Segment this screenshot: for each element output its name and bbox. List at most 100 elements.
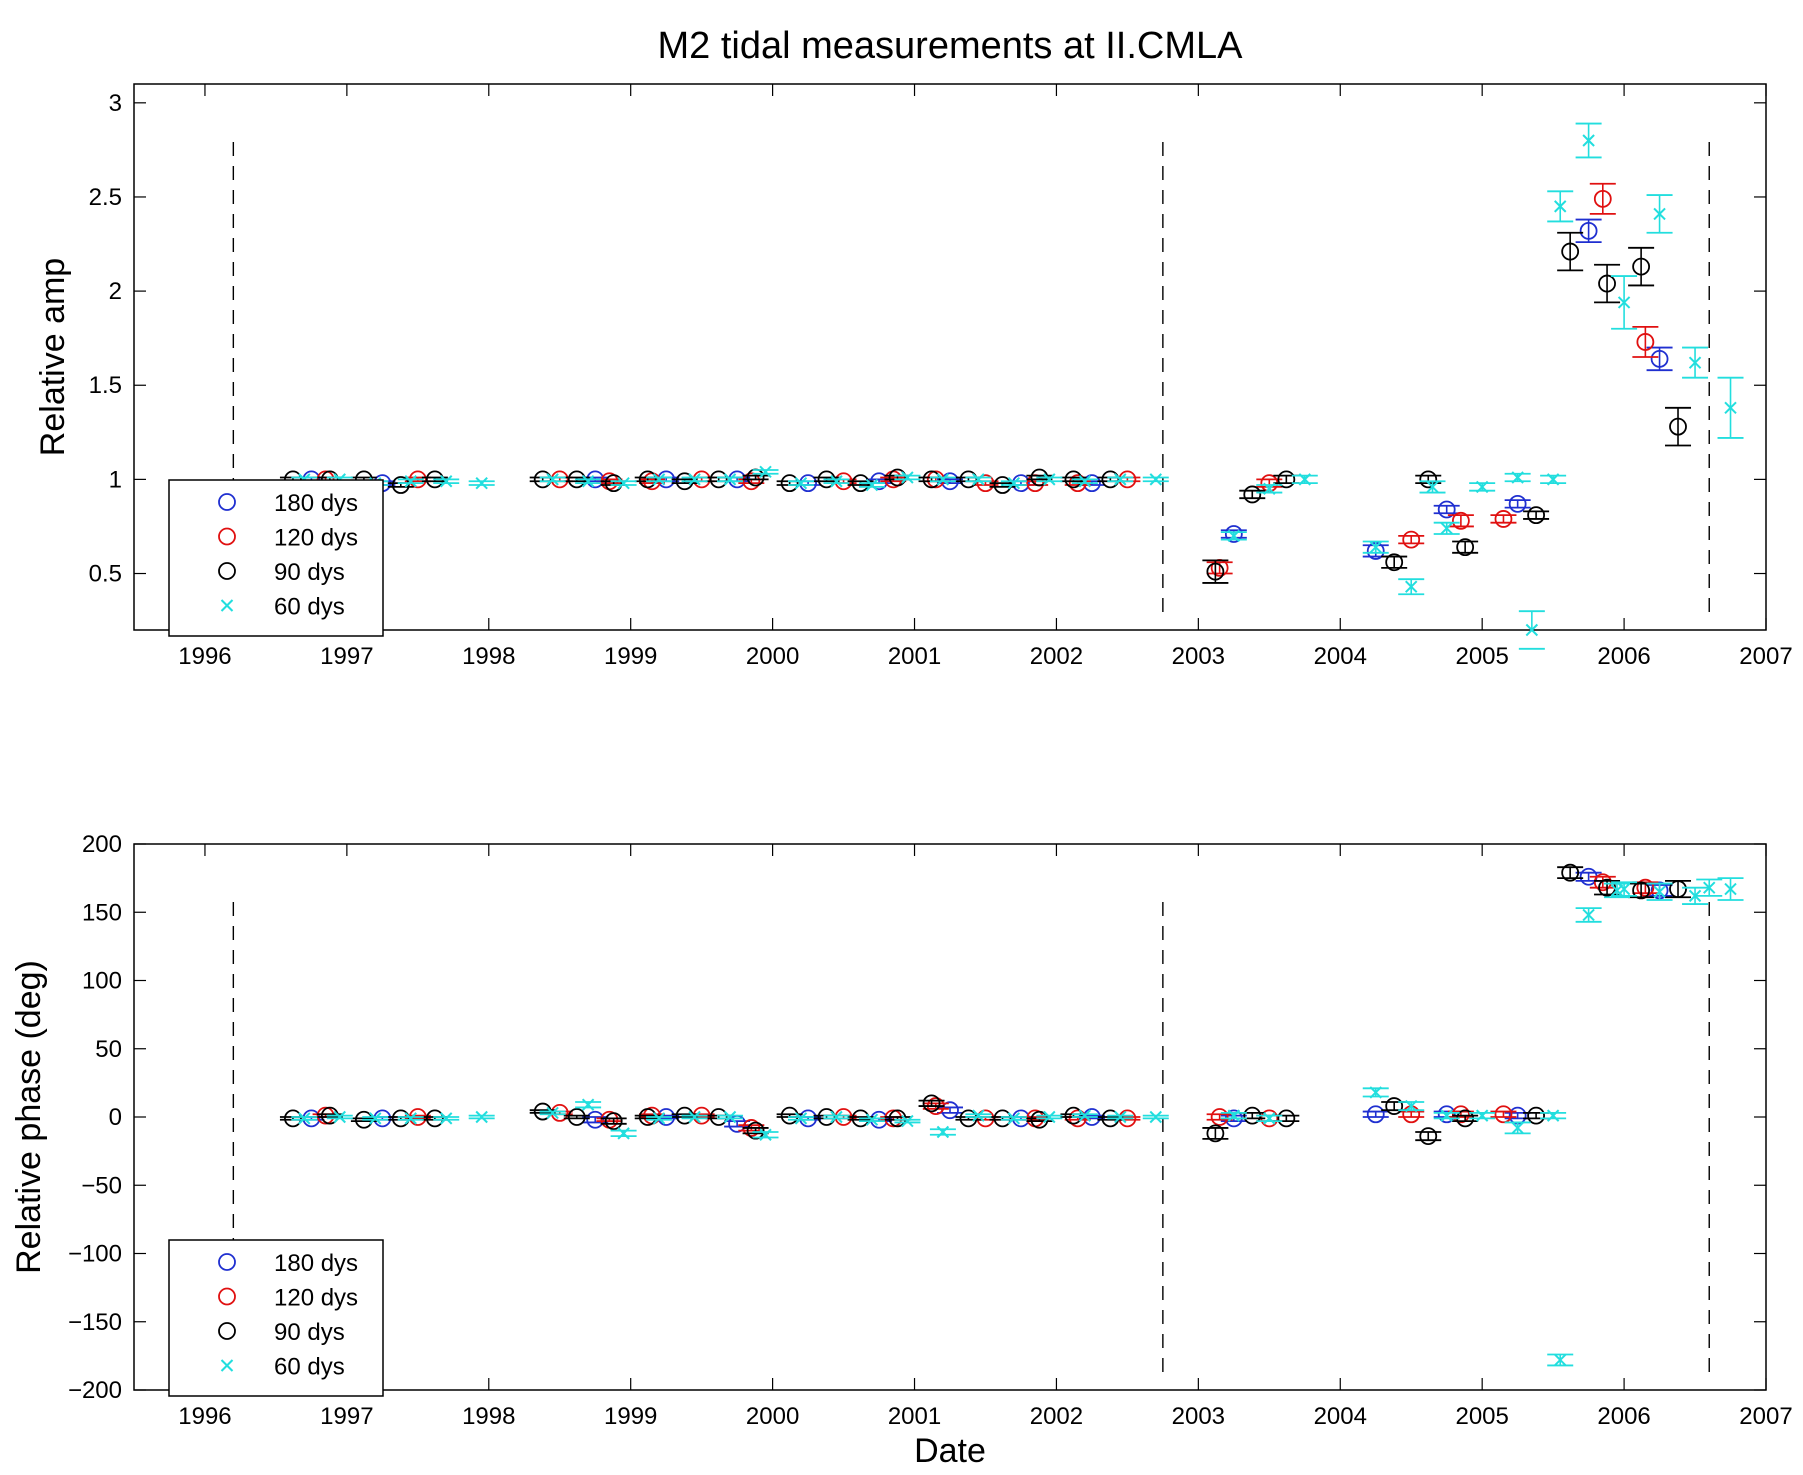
marker-x: [1114, 473, 1127, 486]
data-point: [1646, 346, 1673, 372]
data-point: [1632, 325, 1659, 358]
x-tick-label: 2006: [1597, 643, 1650, 670]
data-point: [1469, 480, 1496, 494]
marker-x: [972, 1109, 985, 1122]
data-point: [362, 1112, 389, 1125]
data-point: [681, 1110, 708, 1124]
marker-x: [1043, 473, 1056, 486]
marker-circle: [391, 476, 410, 494]
marker-x: [1078, 475, 1092, 488]
data-point: [1256, 482, 1283, 496]
chart-title: M2 tidal measurements at II.CMLA: [658, 25, 1244, 67]
data-point: [539, 1106, 566, 1120]
marker-circle: [1437, 1105, 1456, 1124]
marker-x: [617, 476, 630, 490]
data-point: [1415, 470, 1442, 489]
data-point: [1504, 471, 1531, 484]
x-tick-label: 2005: [1455, 643, 1508, 670]
marker-circle: [1206, 1124, 1225, 1143]
marker-x: [1525, 623, 1539, 637]
marker-x: [794, 476, 808, 490]
marker-x: [1546, 1109, 1560, 1122]
marker-x: [759, 1128, 772, 1141]
series-60-dys: [291, 122, 1744, 650]
marker-circle: [604, 474, 623, 493]
marker-x: [1263, 1112, 1276, 1125]
legend-label: 180 dys: [274, 490, 358, 517]
y-tick-label: 0: [109, 1104, 122, 1131]
data-point: [1696, 878, 1723, 897]
legend-marker: [220, 1359, 234, 1372]
data-point: [1362, 1086, 1389, 1099]
data-point: [1398, 578, 1425, 596]
marker-x: [1554, 200, 1567, 213]
data-point: [468, 476, 495, 490]
marker-x: [440, 1112, 453, 1125]
data-point: [279, 1109, 306, 1128]
data-point: [1717, 376, 1744, 439]
legend-marker: [218, 1322, 236, 1340]
marker-circle: [1064, 1106, 1083, 1125]
marker-x: [1582, 134, 1595, 147]
marker-circle: [1068, 1109, 1087, 1128]
legend-marker: [218, 493, 236, 511]
data-point: [717, 473, 744, 486]
data-point: [1665, 406, 1692, 447]
x-tick-label: 1999: [604, 1403, 657, 1430]
marker-circle: [1669, 880, 1687, 898]
marker-x: [1114, 1110, 1127, 1124]
x-tick-label: 2002: [1030, 1403, 1083, 1430]
legend-label: 90 dys: [274, 559, 345, 586]
x-tick-label: 2001: [888, 643, 941, 670]
marker-x: [475, 476, 488, 490]
marker-circle: [976, 1109, 995, 1128]
phase-panel: 1996 1997 1998 1999 2000 2001 2002 2003 2004 2005…: [10, 831, 1793, 1470]
legend-marker: [218, 562, 236, 580]
data-point: [1206, 1108, 1233, 1126]
data-point: [291, 1112, 318, 1125]
data-point: [1682, 346, 1709, 379]
series-120-dys: [312, 182, 1659, 577]
marker-x: [1724, 882, 1737, 896]
marker-circle: [1101, 470, 1120, 489]
data-point: [894, 1114, 921, 1128]
legend-label: 60 dys: [274, 594, 345, 621]
data-point: [1256, 1112, 1283, 1125]
data-point: [1523, 1106, 1550, 1125]
marker-x: [581, 475, 595, 488]
data-point: [1206, 558, 1233, 577]
y-tick-label: 2.5: [89, 184, 122, 211]
data-point: [298, 1109, 325, 1128]
data-point: [965, 473, 992, 486]
data-point: [582, 1110, 609, 1129]
data-point: [1589, 873, 1616, 892]
y-axis-label: Relative amp: [34, 258, 72, 456]
marker-x: [972, 473, 985, 486]
legend-marker: [218, 527, 236, 546]
marker-x: [688, 473, 701, 486]
data-point: [1518, 610, 1545, 650]
marker-x: [1475, 480, 1489, 494]
marker-circle: [1598, 274, 1616, 293]
marker-x: [1298, 473, 1311, 486]
marker-x: [546, 473, 559, 486]
marker-circle: [1593, 873, 1612, 892]
y-tick-label: −200: [68, 1377, 122, 1404]
marker-x: [1149, 473, 1162, 486]
marker-x: [1149, 1110, 1162, 1124]
marker-x: [1405, 580, 1418, 593]
marker-x: [652, 1112, 666, 1125]
data-point: [823, 1110, 850, 1124]
data-point: [1628, 246, 1655, 287]
marker-circle: [817, 1108, 836, 1126]
marker-circle: [922, 470, 941, 489]
series-60-dys: [291, 877, 1744, 1367]
marker-circle: [1494, 510, 1513, 528]
marker-x: [1369, 1086, 1382, 1099]
marker-circle: [1206, 562, 1225, 581]
data-point: [1547, 190, 1574, 223]
marker-x: [1440, 522, 1453, 535]
data-point: [433, 475, 460, 488]
marker-x: [298, 1112, 311, 1125]
